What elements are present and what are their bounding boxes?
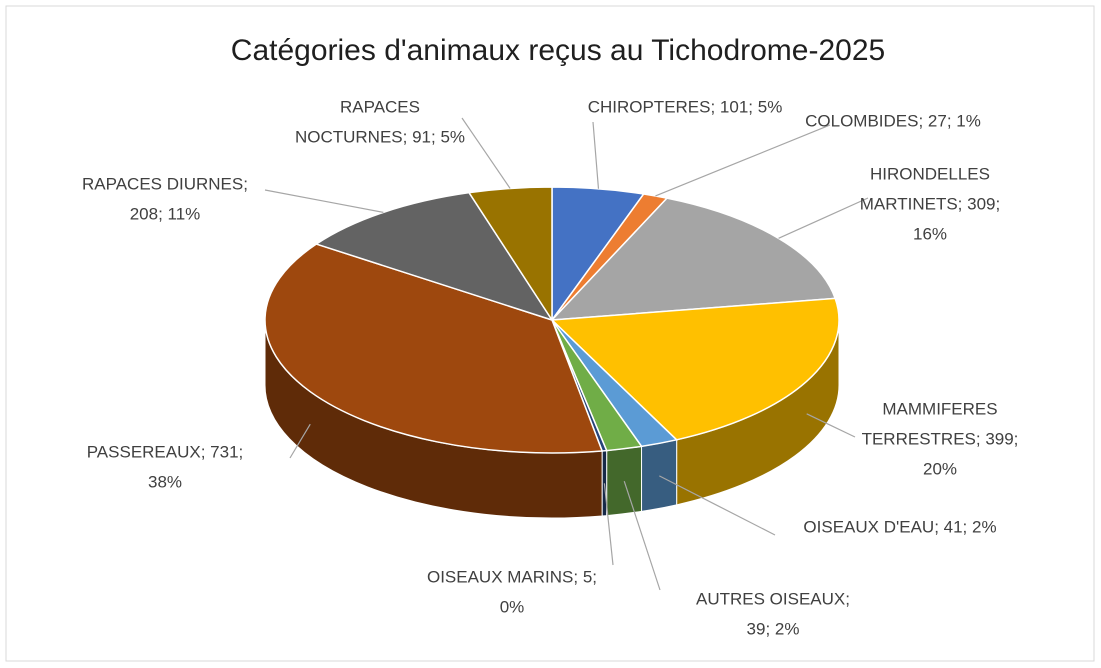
data-label: COLOMBIDES; 27; 1%	[805, 111, 981, 130]
data-label: OISEAUX MARINS; 5;	[427, 567, 597, 586]
pie-slice	[264, 243, 604, 454]
leader-line	[623, 481, 661, 591]
pie-slice	[467, 186, 553, 323]
pie-slice	[550, 297, 840, 441]
leader-line	[603, 483, 614, 566]
data-label: NOCTURNES; 91; 5%	[295, 127, 465, 146]
leader-line	[659, 475, 776, 536]
data-label: 20%	[923, 459, 957, 478]
data-label: AUTRES OISEAUX;	[696, 589, 850, 608]
leader-line	[264, 189, 384, 213]
leader-line	[592, 121, 600, 189]
pie-slice	[550, 197, 837, 321]
leader-line	[806, 413, 856, 438]
data-label: PASSEREAUX; 731;	[87, 442, 244, 461]
labels: CHIROPTERES; 101; 5% COLOMBIDES; 27; 1% HI…	[82, 97, 1018, 638]
leader-line	[289, 423, 311, 459]
data-label: CHIROPTERES; 101; 5%	[588, 97, 783, 116]
data-label: RAPACES DIURNES;	[82, 174, 248, 193]
chart-title: Catégories d'animaux reçus au Tichodrome…	[231, 34, 885, 67]
leader-line	[778, 197, 869, 239]
data-label: OISEAUX D'EAU; 41; 2%	[803, 517, 996, 536]
data-label: MARTINETS; 309;	[860, 194, 1000, 213]
pie-side	[601, 450, 608, 517]
data-label: 16%	[913, 224, 947, 243]
data-label: TERRESTRES; 399;	[862, 429, 1019, 448]
pie-side	[641, 439, 678, 512]
data-label: RAPACES	[340, 97, 420, 116]
data-label: 208; 11%	[130, 204, 201, 223]
leader-line	[655, 124, 831, 197]
pie-side	[606, 445, 643, 517]
data-label: MAMMIFERES	[882, 399, 997, 418]
data-label: HIRONDELLES	[870, 164, 990, 183]
pie-tops	[264, 186, 840, 454]
data-label: 38%	[148, 472, 182, 491]
data-label: 39; 2%	[747, 619, 800, 638]
data-label: 0%	[500, 597, 525, 616]
leader-line	[461, 117, 511, 189]
